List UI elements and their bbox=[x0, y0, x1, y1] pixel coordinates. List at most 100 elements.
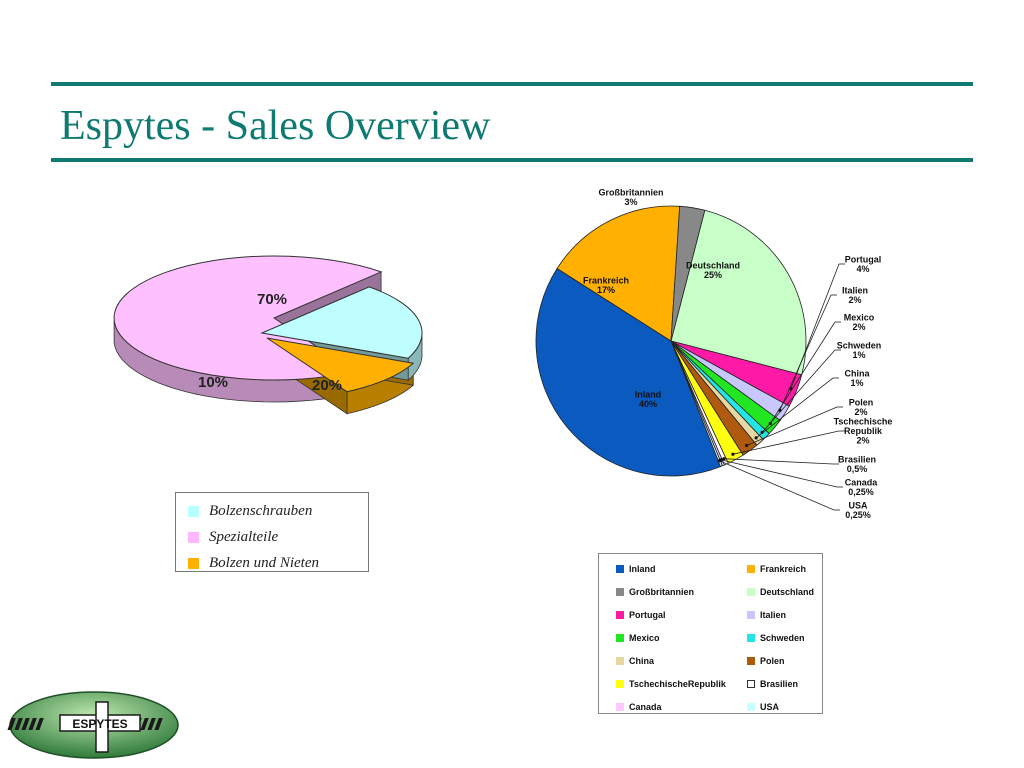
legend-swatch bbox=[747, 610, 755, 619]
legend-swatch bbox=[188, 557, 199, 569]
callout-dot-7 bbox=[760, 430, 764, 434]
slice-label-line: 0,5% bbox=[847, 464, 868, 474]
slice-label-line: Brasilien bbox=[838, 454, 876, 464]
legend-item: Canada bbox=[616, 695, 747, 718]
slice-label-line: Italien bbox=[842, 285, 868, 295]
legend-item: Bolzenschrauben bbox=[188, 498, 368, 524]
slice-label-line: 25% bbox=[704, 270, 722, 280]
slice-label-1: Frankreich 17% bbox=[583, 275, 629, 295]
product-legend: Bolzenschrauben Spezialteile Bolzen und Ni… bbox=[175, 492, 369, 572]
legend-label: Portugal bbox=[629, 609, 666, 620]
callout-line-5 bbox=[779, 294, 832, 411]
legend-label: Inland bbox=[629, 563, 656, 574]
slice-0 bbox=[535, 267, 722, 477]
callout-line-7 bbox=[761, 349, 836, 433]
title-rule-bottom bbox=[51, 158, 973, 162]
legend-item: Italien bbox=[747, 603, 841, 626]
slice-label-line: Schweden bbox=[837, 340, 882, 350]
slice-label-line: Deutschland bbox=[686, 260, 740, 270]
slice-label-line: 2% bbox=[852, 322, 865, 332]
legend-label: USA bbox=[760, 701, 780, 712]
slice-label-line: 4% bbox=[856, 264, 869, 274]
slice-label-13: USA 0,25% bbox=[845, 500, 871, 520]
callout-dot-10 bbox=[731, 452, 735, 456]
legend-label: Brasilien bbox=[760, 678, 799, 689]
legend-label: Bolzen und Nieten bbox=[209, 554, 319, 571]
legend-item: China bbox=[616, 649, 747, 672]
slice-label-10: Tschechische Republik 2% bbox=[834, 417, 893, 446]
slice-1 bbox=[556, 205, 681, 342]
legend-item: Spezialteile bbox=[188, 524, 368, 550]
slice-label-line: Republik bbox=[844, 426, 883, 436]
slice-label-8: China 1% bbox=[844, 368, 870, 388]
slide-title: Espytes - Sales Overview bbox=[60, 103, 491, 149]
slice-label-9: Polen 2% bbox=[849, 397, 874, 417]
callout-dot-9 bbox=[745, 443, 749, 448]
legend-swatch bbox=[616, 702, 624, 711]
country-legend: Inland Frankreich Großbritannien Deutschlan… bbox=[598, 553, 823, 714]
legend-item: Deutschland bbox=[747, 580, 841, 603]
legend-item: Frankreich bbox=[747, 557, 841, 580]
title-rule-top bbox=[51, 82, 973, 86]
legend-item: Bolzen und Nieten bbox=[188, 550, 368, 576]
legend-swatch bbox=[747, 633, 755, 642]
slice-label-line: 40% bbox=[639, 399, 657, 409]
legend-label: Mexico bbox=[629, 632, 660, 643]
legend-item: Portugal bbox=[616, 603, 747, 626]
legend-swatch bbox=[616, 679, 624, 688]
slice-label-line: USA bbox=[848, 500, 868, 510]
legend-swatch bbox=[747, 656, 755, 665]
slice-label-line: 2% bbox=[856, 436, 869, 446]
legend-label: China bbox=[629, 655, 655, 666]
slice-label-line: 0,25% bbox=[845, 510, 871, 520]
slice-bolzenschrauben bbox=[260, 286, 423, 359]
slice-label-line: 3% bbox=[624, 197, 637, 207]
slice-label-line: 0,25% bbox=[848, 487, 874, 497]
legend-label: Spezialteile bbox=[209, 528, 279, 545]
slice-label-2: Großbritannien 3% bbox=[599, 187, 664, 207]
slice-label-line: China bbox=[844, 368, 870, 378]
callout-dot-8 bbox=[754, 436, 758, 440]
slice-label-4: Portugal 4% bbox=[845, 254, 882, 274]
callout-line-13 bbox=[719, 460, 835, 511]
legend-item: Polen bbox=[747, 649, 841, 672]
slice-label-line: 2% bbox=[848, 295, 861, 305]
legend-swatch bbox=[747, 587, 755, 596]
legend-label: Italien bbox=[760, 609, 787, 620]
legend-label: Canada bbox=[629, 701, 662, 712]
slice-label-line: Canada bbox=[845, 477, 879, 487]
legend-item: Brasilien bbox=[747, 672, 841, 695]
callout-dot-13 bbox=[717, 459, 721, 463]
callout-line-8 bbox=[755, 377, 834, 439]
legend-label: Großbritannien bbox=[629, 586, 694, 597]
slice-label-line: 1% bbox=[850, 378, 863, 388]
slice-label-5: Italien 2% bbox=[842, 285, 868, 305]
slice-label-3: Deutschland 25% bbox=[686, 260, 740, 280]
legend-label: Bolzenschrauben bbox=[209, 502, 313, 519]
legend-swatch bbox=[188, 531, 199, 543]
legend-item: TschechischeRepublik bbox=[616, 672, 747, 695]
slice-label-line: Polen bbox=[849, 397, 874, 407]
legend-swatch bbox=[616, 656, 624, 665]
callout-line-10 bbox=[732, 430, 840, 455]
slice-label-0: Inland 40% bbox=[635, 389, 662, 409]
legend-item: Mexico bbox=[616, 626, 747, 649]
callout-dot-11 bbox=[722, 457, 726, 461]
slice-label-line: Portugal bbox=[845, 254, 882, 264]
legend-swatch bbox=[616, 564, 624, 573]
callout-line-11 bbox=[723, 458, 834, 465]
slice-label-line: Frankreich bbox=[583, 275, 629, 285]
legend-swatch bbox=[616, 610, 624, 619]
legend-swatch bbox=[747, 564, 755, 573]
callout-line-12 bbox=[721, 459, 838, 488]
legend-item: Schweden bbox=[747, 626, 841, 649]
legend-swatch bbox=[188, 505, 199, 517]
legend-swatch bbox=[616, 587, 624, 596]
legend-label: Schweden bbox=[760, 632, 805, 643]
slice-label-line: 2% bbox=[854, 407, 867, 417]
data-label-2: 10% bbox=[198, 374, 228, 391]
legend-swatch bbox=[747, 702, 755, 711]
slice-label-line: Inland bbox=[635, 389, 662, 399]
